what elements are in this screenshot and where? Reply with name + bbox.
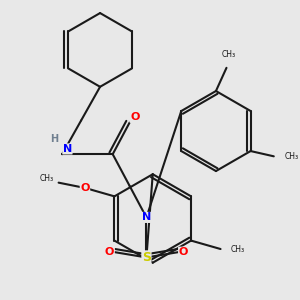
Text: S: S bbox=[142, 251, 151, 264]
Text: O: O bbox=[178, 247, 188, 257]
Text: O: O bbox=[105, 247, 114, 257]
Text: CH₃: CH₃ bbox=[284, 152, 298, 161]
Text: O: O bbox=[130, 112, 140, 122]
Text: H: H bbox=[50, 134, 58, 145]
Text: CH₃: CH₃ bbox=[39, 174, 53, 183]
Text: CH₃: CH₃ bbox=[231, 244, 245, 253]
Text: CH₃: CH₃ bbox=[221, 50, 236, 59]
Text: N: N bbox=[142, 212, 151, 222]
Text: N: N bbox=[63, 144, 72, 154]
Text: O: O bbox=[80, 183, 90, 193]
